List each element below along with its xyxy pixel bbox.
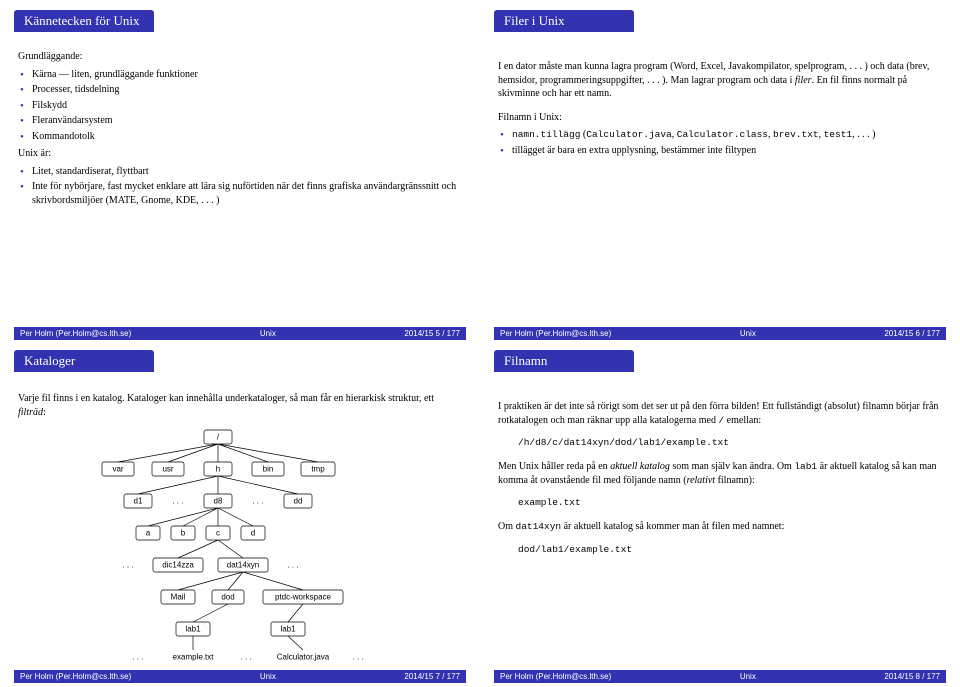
footer-title: Unix (260, 672, 276, 681)
bullet-list: Litet, standardiserat, flyttbart Inte fö… (18, 165, 462, 208)
list-item: Filskydd (32, 99, 462, 113)
svg-text:. . .: . . . (352, 653, 363, 662)
svg-text:Mail: Mail (171, 593, 186, 602)
footer-page: 2014/15 5 / 177 (404, 329, 460, 338)
bullet-list: namn.tillägg (Calculator.java, Calculato… (498, 128, 942, 157)
slide-4: Filnamn I praktiken är det inte så rörig… (480, 340, 960, 683)
svg-text:dod: dod (221, 593, 234, 602)
slide-footer: Per Holm (Per.Holm@cs.lth.se) Unix 2014/… (14, 670, 466, 683)
svg-text:ptdc-workspace: ptdc-workspace (275, 593, 332, 602)
paragraph: I praktiken är det inte så rörigt som de… (498, 400, 942, 427)
footer-title: Unix (740, 329, 756, 338)
svg-text:d: d (251, 529, 255, 538)
slide-title: Kataloger (14, 350, 154, 372)
slide-footer: Per Holm (Per.Holm@cs.lth.se) Unix 2014/… (14, 327, 466, 340)
slide-content: I en dator måste man kunna lagra program… (494, 50, 946, 327)
code-path: /h/d8/c/dat14xyn/dod/lab1/example.txt (518, 437, 942, 450)
svg-text:dd: dd (294, 497, 303, 506)
svg-text:usr: usr (162, 465, 173, 474)
svg-text:a: a (146, 529, 151, 538)
svg-text:b: b (181, 529, 186, 538)
svg-text:c: c (216, 529, 220, 538)
paragraph: Men Unix håller reda på en aktuell katal… (498, 460, 942, 487)
footer-author: Per Holm (Per.Holm@cs.lth.se) (20, 329, 131, 338)
code-path: dod/lab1/example.txt (518, 544, 942, 557)
slide-content: Varje fil finns i en katalog. Kataloger … (14, 390, 466, 670)
slide-content: Grundläggande: Kärna — liten, grundlägga… (14, 50, 466, 327)
slide-2: Filer i Unix I en dator måste man kunna … (480, 0, 960, 340)
list-item: Processer, tidsdelning (32, 83, 462, 97)
svg-text:lab1: lab1 (280, 625, 296, 634)
footer-title: Unix (740, 672, 756, 681)
slide-3: Kataloger Varje fil finns i en katalog. … (0, 340, 480, 683)
slide-1: Kännetecken för Unix Grundläggande: Kärn… (0, 0, 480, 340)
svg-text:dic14zza: dic14zza (162, 561, 194, 570)
list-item: Kommandotolk (32, 130, 462, 144)
paragraph: I en dator måste man kunna lagra program… (498, 60, 942, 101)
list-item: Litet, standardiserat, flyttbart (32, 165, 462, 179)
paragraph: Filnamn i Unix: (498, 111, 942, 125)
slide-footer: Per Holm (Per.Holm@cs.lth.se) Unix 2014/… (494, 670, 946, 683)
list-item: Fleranvändarsystem (32, 114, 462, 128)
list-item: Kärna — liten, grundläggande funktioner (32, 68, 462, 82)
svg-text:d1: d1 (134, 497, 143, 506)
svg-text:. . .: . . . (240, 653, 251, 662)
footer-page: 2014/15 8 / 177 (884, 672, 940, 681)
list-item: namn.tillägg (Calculator.java, Calculato… (512, 128, 942, 142)
footer-page: 2014/15 6 / 177 (884, 329, 940, 338)
paragraph: Varje fil finns i en katalog. Kataloger … (18, 392, 462, 419)
svg-text:tmp: tmp (311, 465, 325, 474)
footer-page: 2014/15 7 / 177 (404, 672, 460, 681)
svg-text:. . .: . . . (122, 561, 133, 570)
slide-content: I praktiken är det inte så rörigt som de… (494, 390, 946, 670)
svg-text:lab1: lab1 (185, 625, 201, 634)
footer-title: Unix (260, 329, 276, 338)
footer-author: Per Holm (Per.Holm@cs.lth.se) (500, 672, 611, 681)
svg-text:h: h (216, 465, 220, 474)
slide-title: Filer i Unix (494, 10, 634, 32)
svg-text:d8: d8 (214, 497, 223, 506)
svg-text:example.txt: example.txt (173, 653, 215, 662)
footer-author: Per Holm (Per.Holm@cs.lth.se) (500, 329, 611, 338)
paragraph: Om dat14xyn är aktuell katalog så kommer… (498, 520, 942, 534)
slide-title: Kännetecken för Unix (14, 10, 154, 32)
bullet-list: Kärna — liten, grundläggande funktioner … (18, 68, 462, 144)
file-tree-diagram: /varusrhbintmpd1. . .d8. . .ddabcd. . .d… (18, 425, 438, 670)
footer-author: Per Holm (Per.Holm@cs.lth.se) (20, 672, 131, 681)
svg-text:var: var (112, 465, 123, 474)
list-item: tillägget är bara en extra upplysning, b… (512, 144, 942, 158)
slide-footer: Per Holm (Per.Holm@cs.lth.se) Unix 2014/… (494, 327, 946, 340)
heading: Grundläggande: (18, 50, 462, 64)
svg-text:bin: bin (263, 465, 274, 474)
svg-text:. . .: . . . (172, 497, 183, 506)
svg-text:dat14xyn: dat14xyn (227, 561, 259, 570)
svg-text:. . .: . . . (132, 653, 143, 662)
svg-text:. . .: . . . (252, 497, 263, 506)
slide-title: Filnamn (494, 350, 634, 372)
svg-text:Calculator.java: Calculator.java (277, 653, 330, 662)
heading: Unix är: (18, 147, 462, 161)
code-path: example.txt (518, 497, 942, 510)
svg-text:. . .: . . . (287, 561, 298, 570)
list-item: Inte för nybörjare, fast mycket enklare … (32, 180, 462, 207)
